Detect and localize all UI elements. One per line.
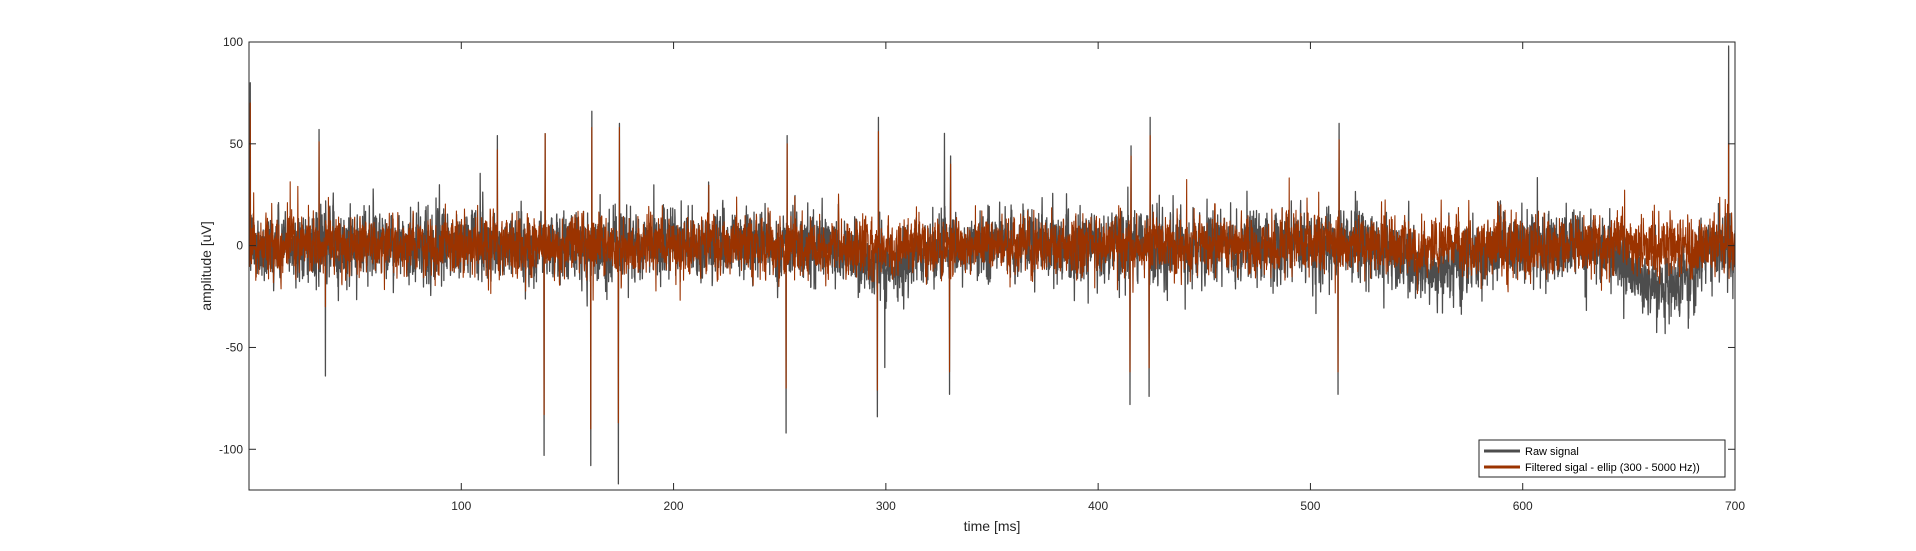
legend-entry-raw: Raw signal — [1525, 446, 1579, 458]
x-tick-label: 600 — [1513, 499, 1533, 513]
y-ticks: 100 50 0 -50 -100 — [219, 35, 1735, 456]
legend: Raw signal Filtered sigal - ellip (300 -… — [1478, 439, 1726, 478]
series-layer — [249, 45, 1735, 485]
x-tick-label: 700 — [1725, 499, 1745, 513]
legend-box — [1478, 439, 1726, 478]
x-tick-label: 100 — [451, 499, 471, 513]
x-tick-label: 400 — [1088, 499, 1108, 513]
y-tick-label: -50 — [226, 340, 244, 354]
axes-box — [248, 41, 1736, 491]
x-axis-label: time [ms] — [964, 518, 1021, 534]
y-tick-label: -100 — [219, 442, 243, 456]
y-tick-label: 0 — [236, 239, 243, 253]
y-tick-label: 100 — [223, 35, 243, 49]
x-tick-label: 200 — [664, 499, 684, 513]
x-ticks: 100 200 300 400 500 600 700 — [451, 42, 1745, 513]
y-tick-label: 50 — [230, 137, 244, 151]
x-tick-label: 300 — [876, 499, 896, 513]
y-axis-label: amplitude [uV] — [198, 221, 214, 311]
x-tick-label: 500 — [1300, 499, 1320, 513]
series-line-filtered — [249, 102, 1735, 430]
legend-entry-filtered: Filtered sigal - ellip (300 - 5000 Hz)) — [1525, 462, 1700, 474]
